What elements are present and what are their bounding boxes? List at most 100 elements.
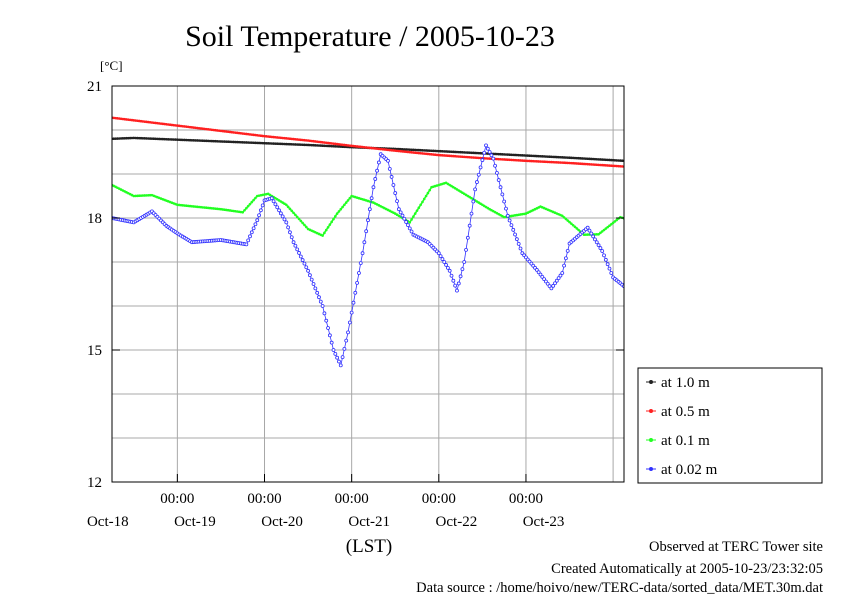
series-point bbox=[197, 139, 201, 142]
series-at-1-0-m bbox=[112, 136, 624, 163]
series-point bbox=[505, 213, 510, 218]
series-point bbox=[498, 185, 503, 190]
series-point bbox=[688, 267, 691, 270]
series-point bbox=[127, 136, 130, 140]
legend-label: at 0.02 m bbox=[661, 462, 718, 478]
series-point bbox=[245, 206, 248, 210]
series-point bbox=[668, 198, 671, 201]
series-point bbox=[681, 213, 684, 216]
chart-title: Soil Temperature / 2005-10-23 bbox=[185, 20, 555, 53]
x-date-label: Oct-18 bbox=[87, 514, 129, 530]
series-point bbox=[657, 278, 660, 281]
series-point bbox=[475, 180, 479, 184]
series-point bbox=[301, 143, 304, 147]
series-point bbox=[491, 156, 496, 161]
series-point bbox=[237, 140, 241, 144]
series-point bbox=[496, 178, 501, 182]
series-at-0-1-m bbox=[112, 181, 669, 244]
series-point bbox=[362, 240, 367, 245]
series-point bbox=[604, 227, 608, 230]
series-point bbox=[259, 141, 263, 145]
series-point bbox=[179, 138, 183, 142]
series-point bbox=[666, 241, 669, 244]
series-point bbox=[280, 214, 285, 219]
series-point bbox=[324, 228, 328, 232]
series-point bbox=[373, 177, 378, 181]
series-point bbox=[275, 205, 280, 210]
series-point bbox=[246, 141, 250, 144]
series-point bbox=[489, 153, 494, 158]
series-point bbox=[291, 240, 296, 245]
series-point bbox=[226, 140, 230, 144]
series-point bbox=[279, 142, 283, 146]
series-point bbox=[648, 232, 651, 235]
series-point bbox=[340, 355, 345, 360]
series-point bbox=[177, 138, 181, 142]
series-point bbox=[417, 206, 421, 210]
series-point bbox=[701, 355, 704, 358]
series-point bbox=[637, 328, 640, 331]
series-point bbox=[594, 240, 599, 245]
series-point bbox=[587, 228, 592, 233]
series-point bbox=[662, 223, 665, 226]
series-point bbox=[303, 223, 306, 227]
series-point bbox=[467, 223, 472, 228]
series-point bbox=[348, 196, 352, 200]
series-point bbox=[288, 230, 292, 235]
series-point bbox=[597, 232, 600, 236]
x-date-label: Oct-23 bbox=[523, 514, 565, 530]
series-point bbox=[248, 202, 252, 206]
series-point bbox=[342, 346, 347, 351]
series-point bbox=[605, 262, 610, 267]
series-point bbox=[451, 278, 456, 283]
series-point bbox=[391, 183, 396, 187]
series-point bbox=[304, 265, 309, 270]
series-point bbox=[568, 220, 571, 224]
series-point bbox=[246, 238, 251, 243]
series-point bbox=[663, 241, 666, 244]
series-point bbox=[273, 202, 278, 207]
series-point bbox=[217, 140, 221, 143]
series-point bbox=[128, 136, 132, 140]
series-point bbox=[181, 138, 185, 142]
series-point bbox=[495, 170, 499, 175]
series-point bbox=[426, 191, 430, 195]
series-point bbox=[318, 299, 323, 304]
series-point bbox=[351, 300, 356, 305]
series-point bbox=[455, 288, 459, 293]
y-tick-label: 18 bbox=[87, 211, 102, 227]
series-point bbox=[507, 218, 512, 223]
series-point bbox=[150, 137, 154, 140]
y-tick-label: 21 bbox=[87, 79, 102, 95]
series-point bbox=[485, 146, 490, 151]
series-point bbox=[297, 143, 301, 146]
x-date-label: Oct-21 bbox=[348, 514, 390, 530]
series-point bbox=[653, 310, 656, 313]
series-point bbox=[442, 260, 447, 264]
series-point bbox=[367, 207, 372, 212]
series-point bbox=[172, 138, 176, 141]
series-point bbox=[290, 209, 294, 213]
series-point bbox=[570, 222, 573, 225]
series-point bbox=[346, 199, 350, 202]
series-point bbox=[137, 136, 141, 140]
series-point bbox=[300, 258, 305, 262]
series-point bbox=[157, 137, 161, 141]
series-point bbox=[166, 138, 170, 141]
series-point bbox=[409, 229, 414, 234]
series-point bbox=[235, 140, 239, 144]
series-point bbox=[652, 324, 655, 327]
series-point bbox=[346, 330, 350, 335]
series-point bbox=[210, 139, 214, 143]
series-point bbox=[270, 142, 274, 145]
series-point bbox=[428, 188, 432, 192]
series-point bbox=[286, 225, 291, 230]
series-point bbox=[272, 142, 275, 145]
series-point bbox=[136, 136, 139, 140]
series-point bbox=[119, 137, 123, 140]
series-point bbox=[170, 138, 174, 141]
series-point bbox=[174, 138, 177, 141]
legend-label: at 0.1 m bbox=[661, 433, 710, 449]
series-point bbox=[123, 136, 127, 140]
series-point bbox=[600, 249, 605, 253]
